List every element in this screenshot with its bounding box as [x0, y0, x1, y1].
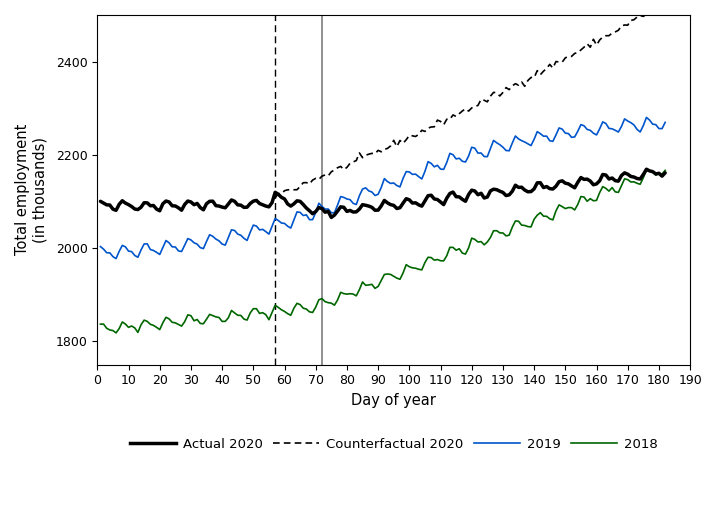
Y-axis label: Total employment
(in thousands): Total employment (in thousands): [15, 124, 47, 255]
X-axis label: Day of year: Day of year: [351, 393, 436, 408]
Legend: Actual 2020, Counterfactual 2020, 2019, 2018: Actual 2020, Counterfactual 2020, 2019, …: [125, 432, 663, 456]
